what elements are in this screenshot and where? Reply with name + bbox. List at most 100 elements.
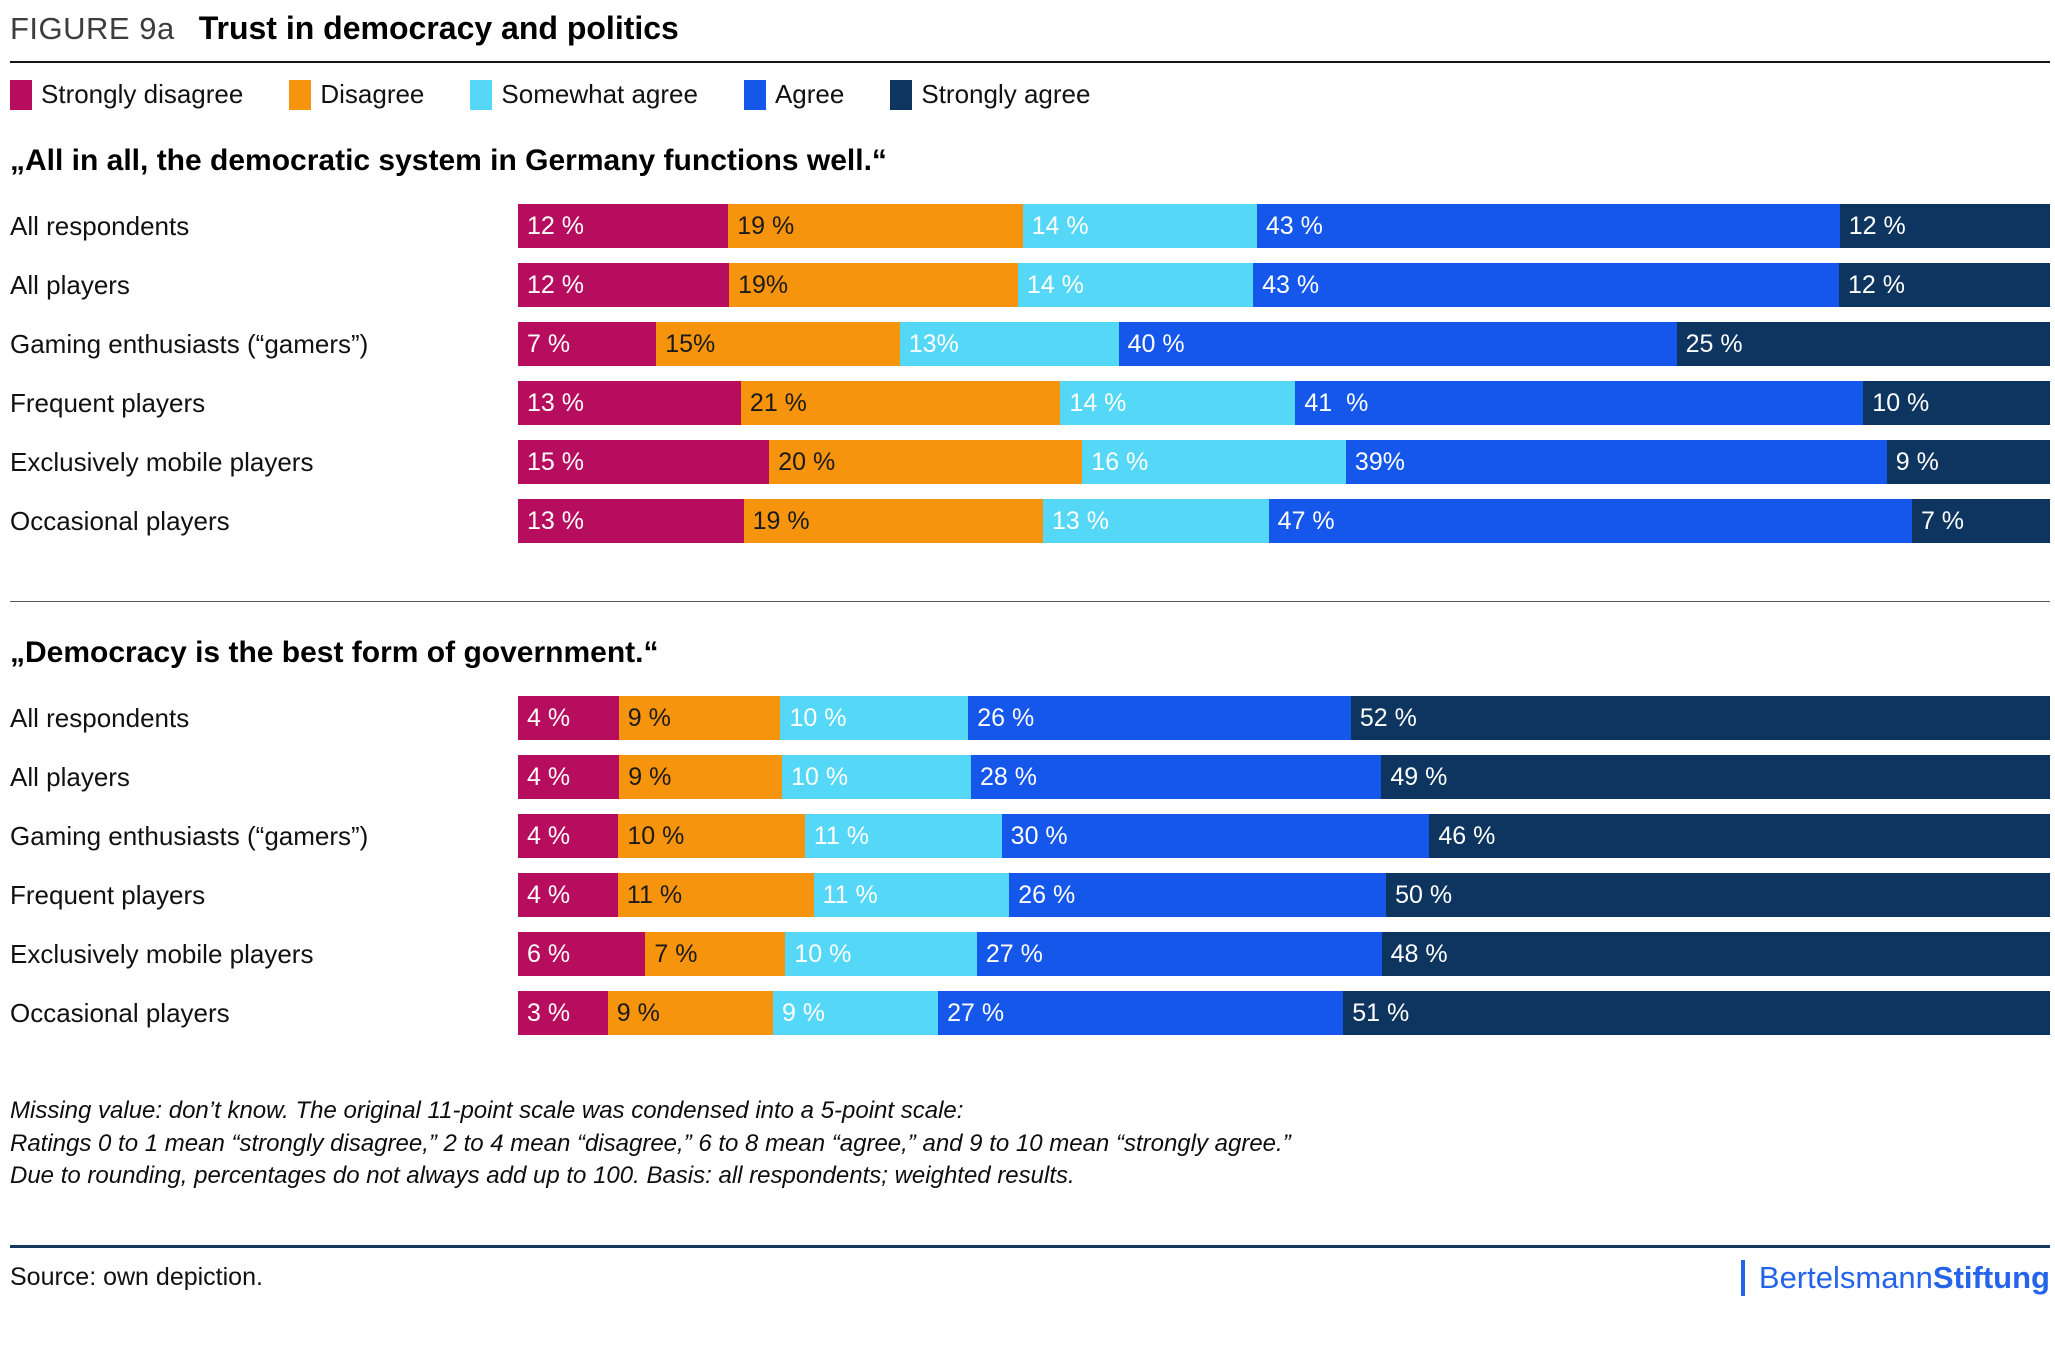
- bar-segment-somewhat-agree: 14 %: [1017, 263, 1254, 307]
- bar-segment-disagree: 19%: [729, 263, 1018, 307]
- footer-divider: [10, 1244, 2050, 1248]
- segment-value-label: 10 %: [791, 763, 849, 791]
- chart-row: Gaming enthusiasts (“gamers”) 4 % 10 % 11 %…: [10, 814, 2050, 858]
- segment-value-label: 4 %: [527, 881, 571, 909]
- bar-segment-strongly-disagree: 13 %: [518, 381, 741, 425]
- chart-rows: All respondents 4 % 9 % 10 % 26 % 52 % All pla…: [10, 696, 2050, 1035]
- bar-segment-disagree: 11 %: [617, 873, 814, 917]
- segment-value-label: 7 %: [527, 330, 571, 358]
- segment-value-label: 11 %: [626, 881, 683, 909]
- segment-value-label: 27 %: [947, 999, 1005, 1027]
- stacked-bar: 3 % 9 % 9 % 27 % 51 %: [518, 991, 2050, 1035]
- chart-row: Exclusively mobile players 6 % 7 % 10 % 27 %…: [10, 932, 2050, 976]
- legend-label: Strongly disagree: [41, 79, 244, 109]
- bar-segment-strongly-agree: 50 %: [1386, 873, 2050, 917]
- chart-rows: All respondents 12 % 19 % 14 % 43 % 12 % All p…: [10, 204, 2051, 543]
- segment-value-label: 19%: [738, 271, 789, 299]
- bar-segment-strongly-agree: 52 %: [1350, 696, 2050, 740]
- bar-segment-strongly-disagree: 4 %: [518, 873, 618, 917]
- segment-value-label: 13 %: [1052, 507, 1109, 535]
- segment-value-label: 9 %: [628, 763, 672, 791]
- chart-row: All respondents 12 % 19 % 14 % 43 % 12 %: [10, 204, 2050, 248]
- logo-text: BertelsmannStiftung: [1759, 1260, 2050, 1296]
- legend-item-somewhat-agree: Somewhat agree: [470, 79, 698, 110]
- segment-value-label: 4 %: [527, 822, 571, 850]
- bar-segment-disagree: 9 %: [618, 696, 781, 740]
- stacked-bar: 15 % 20 % 16 % 39% 9 %: [518, 440, 2050, 484]
- chart-row: Exclusively mobile players 15 % 20 % 16 % 39…: [10, 440, 2050, 484]
- logo-bar-icon: [1740, 1259, 1745, 1296]
- bar-segment-disagree: 19 %: [743, 499, 1044, 543]
- chart-section-2: „Democracy is the best form of governmen…: [10, 636, 2050, 1035]
- segment-value-label: 10 %: [789, 704, 847, 732]
- segment-value-label: 13 %: [527, 389, 584, 417]
- segment-value-label: 10 %: [1872, 389, 1930, 417]
- chart-row: All players 4 % 9 % 10 % 28 % 49 %: [10, 755, 2050, 799]
- segment-value-label: 20 %: [778, 448, 836, 476]
- legend-swatch-disagree: [289, 79, 312, 110]
- chart-row: Occasional players 13 % 19 % 13 % 47 % 7 %: [10, 499, 2051, 543]
- segment-value-label: 43 %: [1265, 212, 1323, 240]
- segment-value-label: 14 %: [1026, 271, 1084, 299]
- segment-value-label: 10 %: [794, 940, 852, 968]
- bar-segment-strongly-disagree: 15 %: [518, 440, 770, 484]
- segment-value-label: 19 %: [737, 212, 795, 240]
- segment-value-label: 25 %: [1685, 330, 1743, 358]
- segment-value-label: 12 %: [1848, 212, 1906, 240]
- category-label: All respondents: [10, 210, 190, 241]
- bar-segment-strongly-agree: 10 %: [1863, 381, 2050, 425]
- segment-value-label: 12 %: [527, 212, 584, 240]
- chart-row: Frequent players 13 % 21 % 14 % 41 % 10 %: [10, 381, 2050, 425]
- bar-segment-somewhat-agree: 11 %: [804, 814, 1002, 858]
- footnotes: Missing value: don’t know. The original …: [10, 1095, 2050, 1193]
- bar-segment-disagree: 10 %: [618, 814, 805, 858]
- bar-segment-agree: 47 %: [1268, 499, 1912, 543]
- segment-value-label: 51 %: [1352, 999, 1410, 1027]
- segment-value-label: 43 %: [1262, 271, 1320, 299]
- segment-value-label: 7 %: [654, 940, 698, 968]
- category-label: Exclusively mobile players: [10, 938, 314, 969]
- segment-value-label: 14 %: [1031, 212, 1089, 240]
- chart-subtitle: „All in all, the democratic system in Ge…: [10, 144, 887, 177]
- segment-value-label: 19 %: [752, 507, 810, 535]
- chart-row: Frequent players 4 % 11 % 11 % 26 % 50 %: [10, 873, 2050, 917]
- chart-row: Gaming enthusiasts (“gamers”) 7 % 15% 13% 40…: [10, 322, 2051, 366]
- segment-value-label: 15%: [665, 330, 716, 358]
- bar-segment-agree: 26 %: [968, 696, 1351, 740]
- segment-value-label: 13%: [908, 330, 959, 358]
- bar-segment-strongly-disagree: 4 %: [518, 814, 619, 858]
- bar-segment-disagree: 7 %: [645, 932, 786, 976]
- segment-value-label: 9 %: [781, 999, 826, 1027]
- footnote-line: Ratings 0 to 1 mean “strongly disagree,”…: [10, 1129, 1291, 1157]
- segment-value-label: 4 %: [527, 763, 571, 791]
- bar-segment-strongly-disagree: 4 %: [518, 755, 620, 799]
- segment-value-label: 48 %: [1390, 940, 1448, 968]
- bar-segment-strongly-disagree: 12 %: [518, 204, 729, 248]
- bar-segment-strongly-agree: 9 %: [1886, 440, 2050, 484]
- logo-text-regular: Bertelsmann: [1758, 1259, 1933, 1295]
- segment-value-label: 9 %: [616, 999, 660, 1027]
- legend-swatch-somewhat-agree: [470, 79, 493, 110]
- segment-value-label: 30 %: [1010, 822, 1068, 850]
- bar-segment-agree: 28 %: [971, 755, 1382, 799]
- legend-label: Strongly agree: [921, 79, 1091, 109]
- bar-segment-strongly-agree: 12 %: [1839, 204, 2050, 248]
- segment-value-label: 50 %: [1395, 881, 1453, 909]
- category-label: Gaming enthusiasts (“gamers”): [10, 820, 369, 851]
- segment-value-label: 12 %: [1847, 271, 1905, 299]
- bar-segment-agree: 40 %: [1118, 322, 1677, 366]
- category-label: Frequent players: [10, 387, 206, 418]
- segment-value-label: 26 %: [977, 704, 1035, 732]
- segment-value-label: 11 %: [822, 881, 878, 909]
- legend-label: Agree: [774, 79, 845, 109]
- legend-label: Somewhat agree: [501, 79, 698, 109]
- category-label: Occasional players: [10, 505, 230, 536]
- bar-segment-agree: 27 %: [938, 991, 1344, 1035]
- bar-segment-strongly-agree: 49 %: [1381, 755, 2050, 799]
- footnote-line: Due to rounding, percentages do not alwa…: [10, 1162, 1075, 1190]
- category-label: Occasional players: [10, 997, 230, 1028]
- segment-value-label: 40 %: [1127, 330, 1185, 358]
- bar-segment-somewhat-agree: 10 %: [780, 696, 969, 740]
- legend-swatch-strongly-disagree: [10, 79, 32, 110]
- bar-segment-strongly-disagree: 6 %: [518, 932, 646, 976]
